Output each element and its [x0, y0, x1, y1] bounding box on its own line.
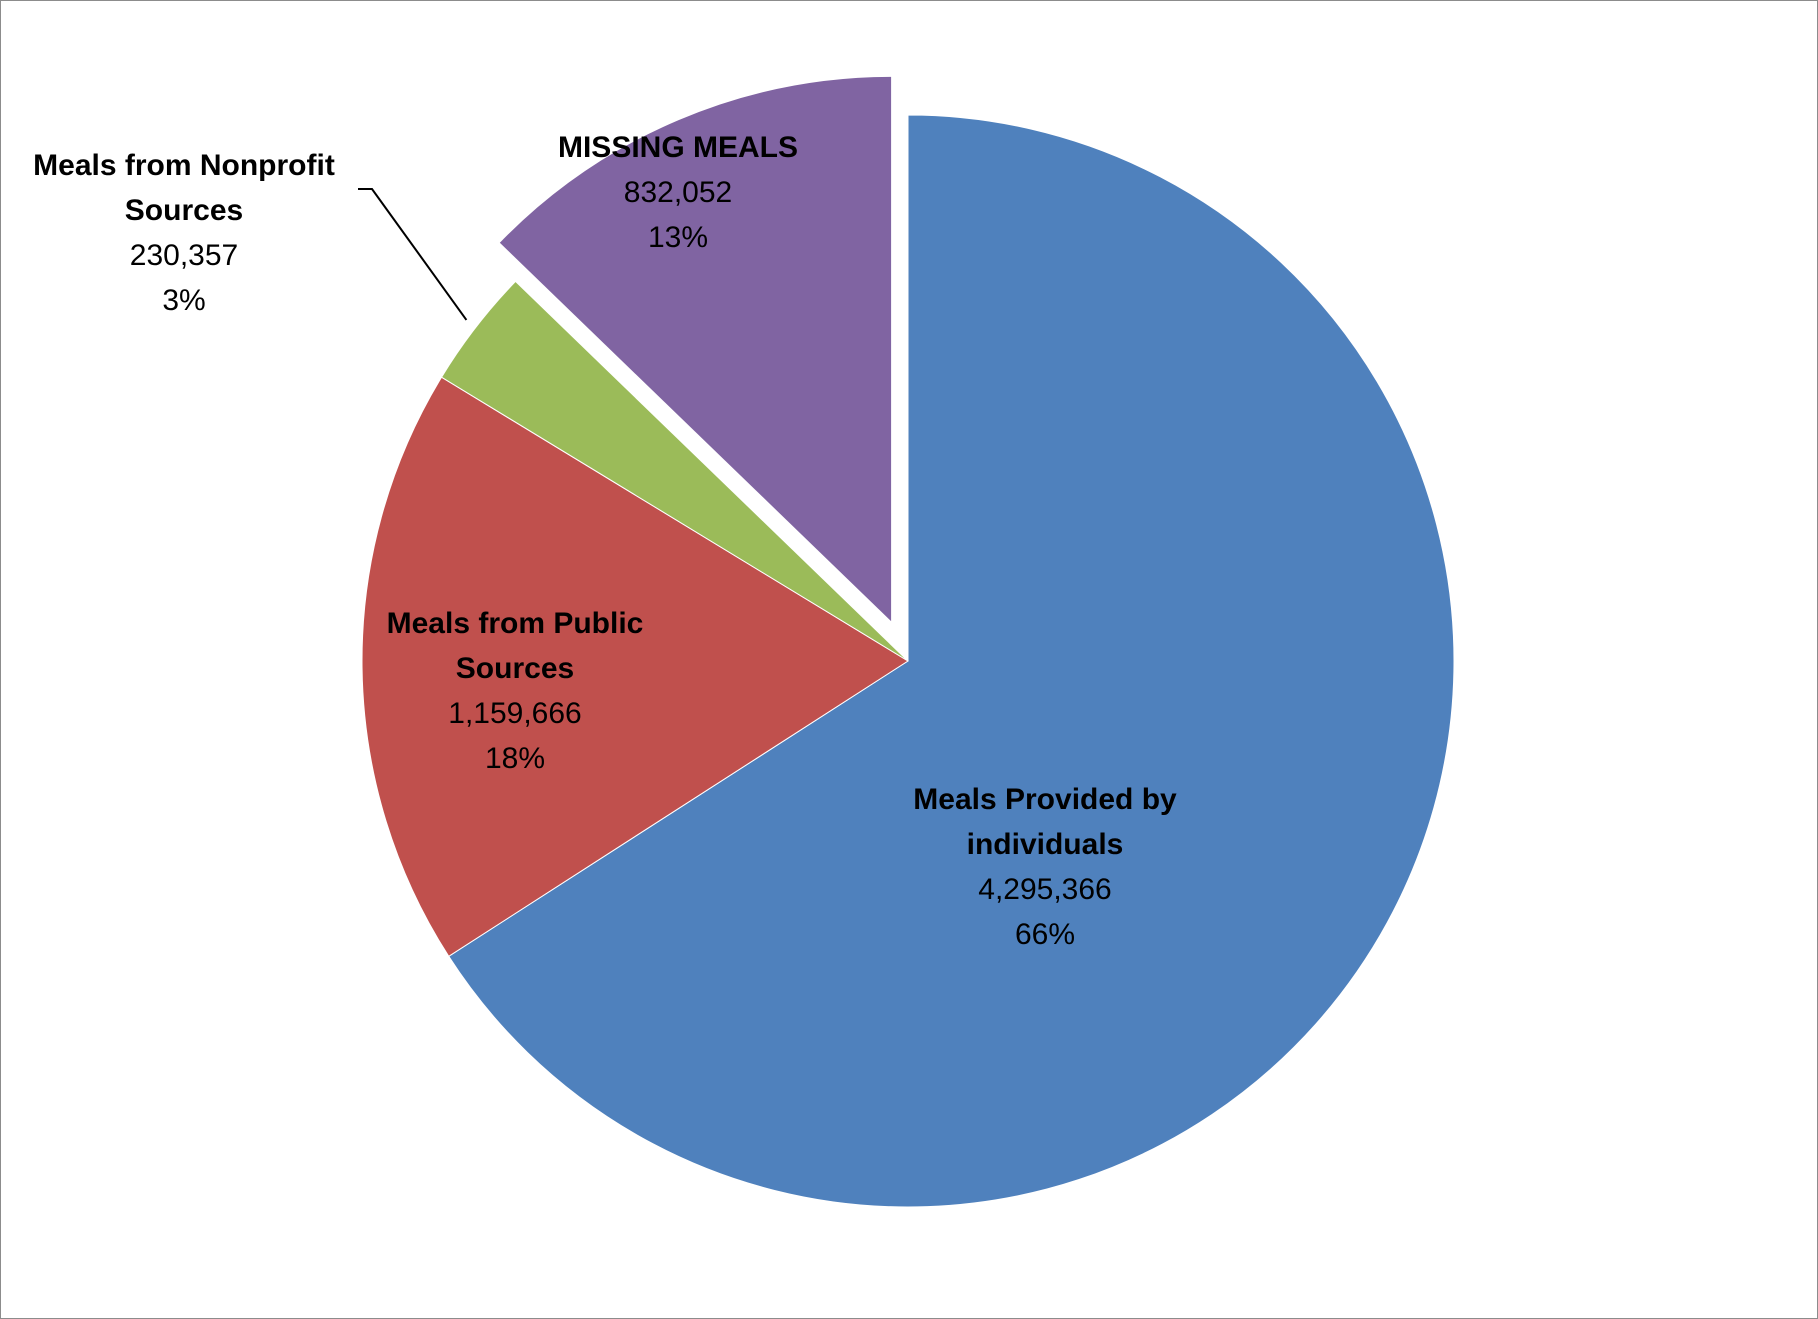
- data-label-individuals-line-0: Meals Provided by: [913, 783, 1177, 816]
- data-label-public-line-2: 1,159,666: [448, 697, 581, 730]
- pie-slices: [361, 75, 1455, 1208]
- data-labels: Meals Provided by individuals 4,295,366 66%…: [33, 131, 1177, 951]
- pie-slice-nonprofit: [440, 280, 909, 662]
- data-label-nonprofit-line-3: 3%: [162, 284, 205, 317]
- data-label-missing-line-0: MISSING MEALS: [558, 131, 798, 164]
- data-label-public-line-3: 18%: [485, 742, 545, 775]
- data-label-individuals-line-3: 66%: [1015, 918, 1075, 951]
- leader-line-nonprofit: [358, 188, 468, 321]
- data-label-missing: MISSING MEALS 832,052 13%: [558, 131, 798, 254]
- data-label-nonprofit-line-0: Meals from Nonprofit: [33, 149, 335, 182]
- data-label-missing-line-1: 832,052: [624, 176, 732, 209]
- data-label-nonprofit: Meals from Nonprofit Sources 230,357 3%: [33, 149, 335, 317]
- data-label-public-line-0: Meals from Public: [387, 607, 644, 640]
- data-label-nonprofit-line-2: 230,357: [130, 239, 238, 272]
- data-label-individuals: Meals Provided by individuals 4,295,366 66%: [913, 783, 1177, 951]
- pie-slice-public: [361, 376, 909, 957]
- data-label-individuals-line-2: 4,295,366: [978, 873, 1111, 906]
- data-label-missing-line-2: 13%: [648, 221, 708, 254]
- pie-slice-missing: [498, 75, 893, 624]
- data-label-nonprofit-line-1: Sources: [125, 194, 243, 227]
- pie-slice-individuals: [448, 114, 1455, 1208]
- data-label-public: Meals from Public Sources 1,159,666 18%: [387, 607, 644, 775]
- data-label-public-line-1: Sources: [456, 652, 574, 685]
- data-label-individuals-line-1: individuals: [967, 828, 1124, 861]
- leader-lines: [358, 188, 468, 321]
